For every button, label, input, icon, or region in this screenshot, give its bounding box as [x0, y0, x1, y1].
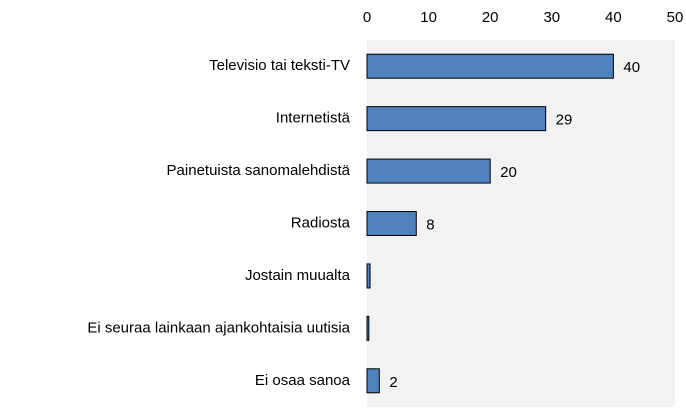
- category-label: Radiosta: [291, 214, 351, 231]
- category-label: Internetistä: [276, 110, 351, 127]
- x-tick-label: 40: [605, 9, 622, 26]
- category-label: Ei osaa sanoa: [255, 372, 351, 389]
- bar: [366, 53, 614, 79]
- category-label: Televisio tai teksti-TV: [209, 57, 350, 74]
- bar: [366, 263, 371, 289]
- bar: [366, 211, 417, 236]
- bar: [366, 158, 491, 184]
- category-label: Painetuista sanomalehdistä: [167, 162, 351, 179]
- data-label: 29: [556, 112, 573, 129]
- data-label: 40: [623, 59, 640, 76]
- data-label: 8: [426, 216, 434, 233]
- x-tick-label: 0: [363, 9, 371, 26]
- bar: [366, 315, 370, 341]
- x-tick-label: 20: [482, 9, 499, 26]
- bar: [366, 368, 380, 394]
- data-label: 20: [500, 164, 517, 181]
- x-tick-label: 30: [543, 9, 560, 26]
- data-label: 2: [389, 374, 397, 391]
- plot-area: [367, 40, 675, 407]
- bar: [366, 106, 547, 132]
- x-tick-label: 10: [420, 9, 437, 26]
- category-label: Ei seuraa lainkaan ajankohtaisia uutisia: [87, 319, 350, 336]
- x-tick-label: 50: [667, 9, 684, 26]
- category-label: Jostain muualta: [245, 267, 351, 284]
